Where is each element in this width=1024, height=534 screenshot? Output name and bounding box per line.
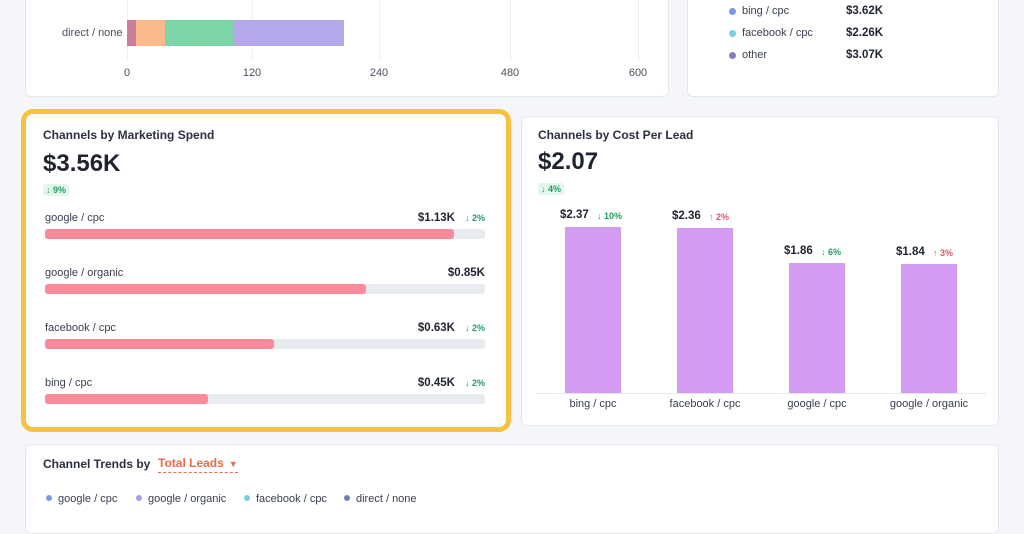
- caret-down-icon: ▼: [228, 459, 238, 469]
- bar-change-label: ↓ 6%: [821, 246, 842, 257]
- cost-per-lead-bar[interactable]: [677, 227, 733, 393]
- legend-item[interactable]: google / cpc: [46, 493, 117, 505]
- stacked-bar-segment[interactable]: [135, 20, 166, 46]
- stacked-bar-card: direct / none 0 120 240 480 600: [25, 0, 669, 97]
- cost-per-lead-card[interactable]: Channels by Cost Per Lead $2.07 ↓ 4% $2.…: [521, 116, 999, 426]
- metric-dropdown-label: Total Leads: [158, 456, 224, 470]
- legend-item[interactable]: other: [729, 49, 768, 61]
- legend-card: bing / cpc $3.62K facebook / cpc $2.26K …: [687, 0, 999, 97]
- cost-per-lead-bar[interactable]: [901, 264, 957, 393]
- metric-dropdown[interactable]: Total Leads ▼: [158, 456, 238, 473]
- legend-label: facebook / cpc: [742, 27, 813, 39]
- stacked-bar-segment[interactable]: [233, 20, 345, 46]
- bar-value-label: $2.36: [672, 209, 701, 222]
- total-value: $3.56K: [43, 150, 121, 177]
- category-label: direct / none: [62, 27, 123, 39]
- x-tick: 0: [123, 67, 131, 79]
- row-change: ↓ 2%: [464, 378, 485, 388]
- progress-fill: [45, 229, 455, 239]
- stacked-bar-segment[interactable]: [165, 20, 234, 46]
- legend-dot-icon: [729, 52, 736, 59]
- legend-value: $3.62K: [846, 5, 884, 17]
- x-tick-label: facebook / cpc: [669, 398, 741, 410]
- stacked-bar-segment[interactable]: [127, 20, 136, 46]
- legend-item[interactable]: facebook / cpc: [244, 493, 327, 505]
- legend-label: facebook / cpc: [256, 493, 327, 505]
- cost-per-lead-bar[interactable]: [565, 227, 621, 393]
- grid-line: [510, 0, 511, 61]
- legend-label: google / organic: [148, 493, 227, 505]
- legend-dot-icon: [729, 30, 736, 37]
- x-tick-label: google / organic: [889, 398, 969, 410]
- row-value: $0.63K: [417, 322, 455, 334]
- progress-fill: [45, 284, 367, 294]
- progress-track: [45, 284, 485, 294]
- legend-dot-icon: [729, 8, 736, 15]
- row-change: ↓ 2%: [464, 213, 485, 223]
- card-title: Channels by Marketing Spend: [43, 128, 215, 142]
- legend-item[interactable]: google / organic: [136, 493, 226, 505]
- card-title: Channels by Cost Per Lead: [538, 128, 694, 142]
- x-tick: 480: [500, 67, 520, 79]
- row-label: facebook / cpc: [45, 322, 116, 334]
- row-value: $0.85K: [447, 267, 485, 279]
- total-value: $2.07: [538, 148, 599, 175]
- x-axis-line: [536, 393, 986, 394]
- legend-value: $3.07K: [846, 49, 884, 61]
- legend-dot-icon: [244, 495, 250, 502]
- spend-row[interactable]: facebook / cpc $0.63K ↓ 2%: [45, 322, 485, 362]
- legend-label: other: [742, 49, 768, 61]
- bar-change-label: ↓ 10%: [597, 211, 623, 222]
- x-tick: 600: [628, 67, 648, 79]
- bar-value-label: $1.86: [784, 244, 813, 257]
- row-change: ↓ 2%: [464, 323, 485, 333]
- bar-change-label: ↑ 3%: [933, 248, 954, 259]
- progress-fill: [45, 339, 274, 349]
- progress-track: [45, 229, 485, 239]
- cost-per-lead-bar[interactable]: [789, 262, 845, 393]
- progress-track: [45, 339, 485, 349]
- legend-dot-icon: [136, 495, 142, 502]
- bar-value-label: $2.37: [560, 209, 589, 222]
- x-tick-label: bing / cpc: [569, 398, 617, 410]
- legend-label: bing / cpc: [742, 5, 790, 17]
- channel-trends-card: Channel Trends by Total Leads ▼ google / …: [25, 444, 999, 534]
- row-label: google / organic: [45, 267, 124, 279]
- card-title: Channel Trends by: [43, 457, 151, 471]
- marketing-spend-card[interactable]: Channels by Marketing Spend $3.56K ↓ 9% …: [21, 109, 511, 432]
- spend-row[interactable]: bing / cpc $0.45K ↓ 2%: [45, 377, 485, 417]
- bar-change-label: ↑ 2%: [709, 211, 730, 222]
- progress-fill: [45, 394, 208, 404]
- grid-line: [379, 0, 380, 61]
- grid-line: [638, 0, 639, 61]
- legend-item[interactable]: facebook / cpc: [729, 27, 813, 39]
- legend-item[interactable]: direct / none: [344, 493, 417, 505]
- x-tick: 120: [242, 67, 262, 79]
- bar-value-label: $1.84: [896, 246, 925, 259]
- spend-row[interactable]: google / organic $0.85K: [45, 267, 485, 307]
- row-label: google / cpc: [45, 212, 105, 224]
- legend-label: direct / none: [356, 493, 417, 505]
- legend-item[interactable]: bing / cpc: [729, 5, 790, 17]
- x-tick: 240: [369, 67, 389, 79]
- progress-track: [45, 394, 485, 404]
- x-tick-label: google / cpc: [787, 398, 847, 410]
- row-value: $0.45K: [417, 377, 455, 389]
- change-badge: ↓ 9%: [43, 184, 70, 196]
- legend-value: $2.26K: [846, 27, 884, 39]
- change-badge: ↓ 4%: [538, 183, 565, 195]
- row-value: $1.13K: [417, 212, 455, 224]
- row-label: bing / cpc: [45, 377, 93, 389]
- legend-dot-icon: [344, 495, 350, 502]
- legend-dot-icon: [46, 495, 52, 502]
- legend-label: google / cpc: [58, 493, 118, 505]
- spend-row[interactable]: google / cpc $1.13K ↓ 2%: [45, 212, 485, 252]
